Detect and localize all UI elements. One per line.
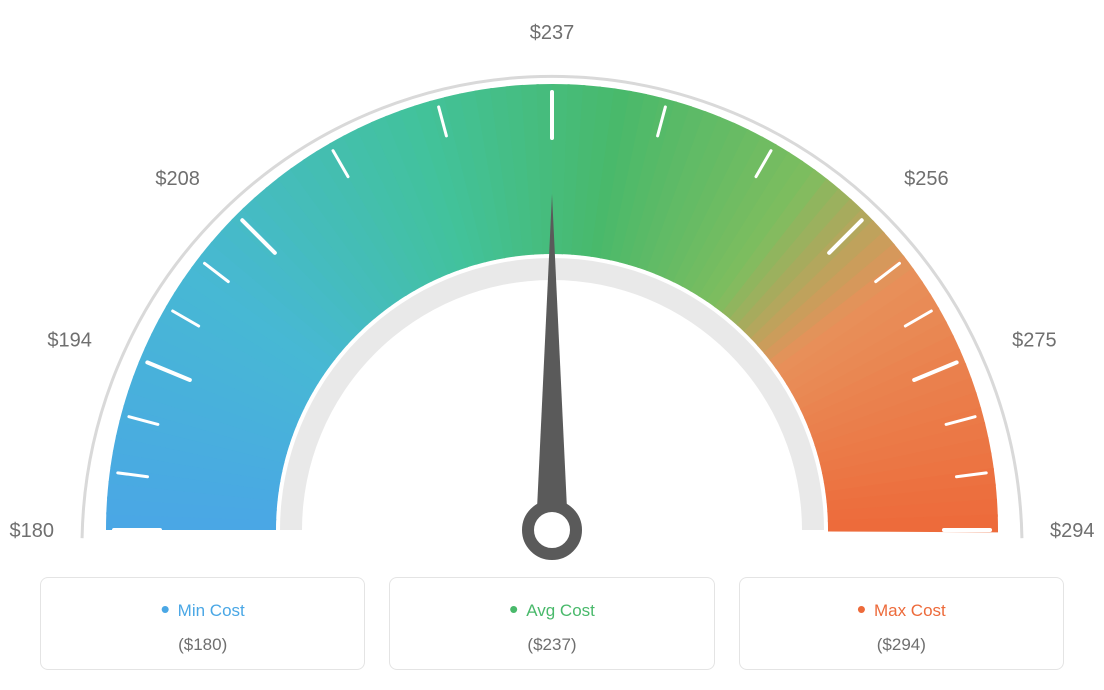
legend-avg-value: ($237) [390, 635, 713, 655]
cost-gauge-widget: $180 $194 $208 $237 $256 $275 $294 Min Cost ($… [0, 0, 1104, 690]
legend-min-label: Min Cost [41, 594, 364, 625]
legend-card-avg: Avg Cost ($237) [389, 577, 714, 670]
legend-max-label: Max Cost [740, 594, 1063, 625]
legend-card-min: Min Cost ($180) [40, 577, 365, 670]
svg-text:$294: $294 [1050, 520, 1095, 542]
svg-text:$208: $208 [155, 168, 200, 190]
svg-text:$256: $256 [904, 168, 949, 190]
legend-max-value: ($294) [740, 635, 1063, 655]
svg-text:$194: $194 [47, 329, 92, 351]
legend-avg-label: Avg Cost [390, 594, 713, 625]
svg-text:$237: $237 [530, 22, 575, 44]
legend-min-value: ($180) [41, 635, 364, 655]
gauge-chart: $180 $194 $208 $237 $256 $275 $294 [0, 0, 1104, 570]
svg-text:$180: $180 [10, 520, 55, 542]
legend-row: Min Cost ($180) Avg Cost ($237) Max Cost… [40, 577, 1064, 670]
legend-card-max: Max Cost ($294) [739, 577, 1064, 670]
svg-text:$275: $275 [1012, 329, 1057, 351]
